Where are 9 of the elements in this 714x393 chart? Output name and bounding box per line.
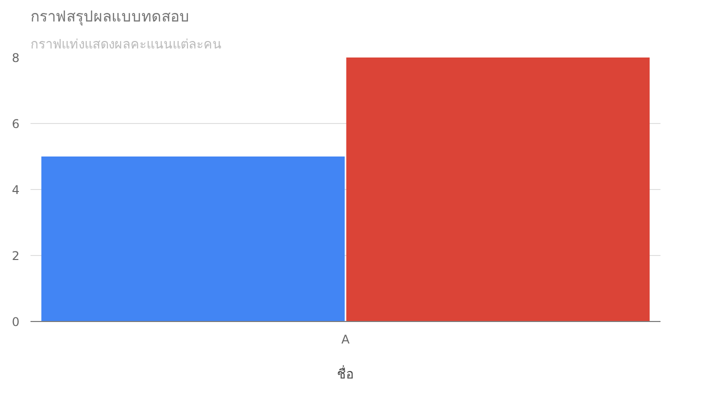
y-tick-label: 2: [12, 249, 20, 263]
chart-subtitle: กราฟแท่งแสดงผลคะแนนแต่ละคน: [30, 38, 222, 52]
y-tick-label: 8: [12, 51, 20, 65]
x-axis-title: ชื่อ: [337, 366, 354, 382]
y-tick-label: 6: [12, 117, 20, 131]
x-tick-label: A: [341, 332, 350, 346]
y-tick-label: 0: [12, 315, 20, 329]
chart-title: กราฟสรุปผลแบบทดสอบ: [30, 8, 190, 26]
y-tick-label: 4: [12, 183, 20, 197]
